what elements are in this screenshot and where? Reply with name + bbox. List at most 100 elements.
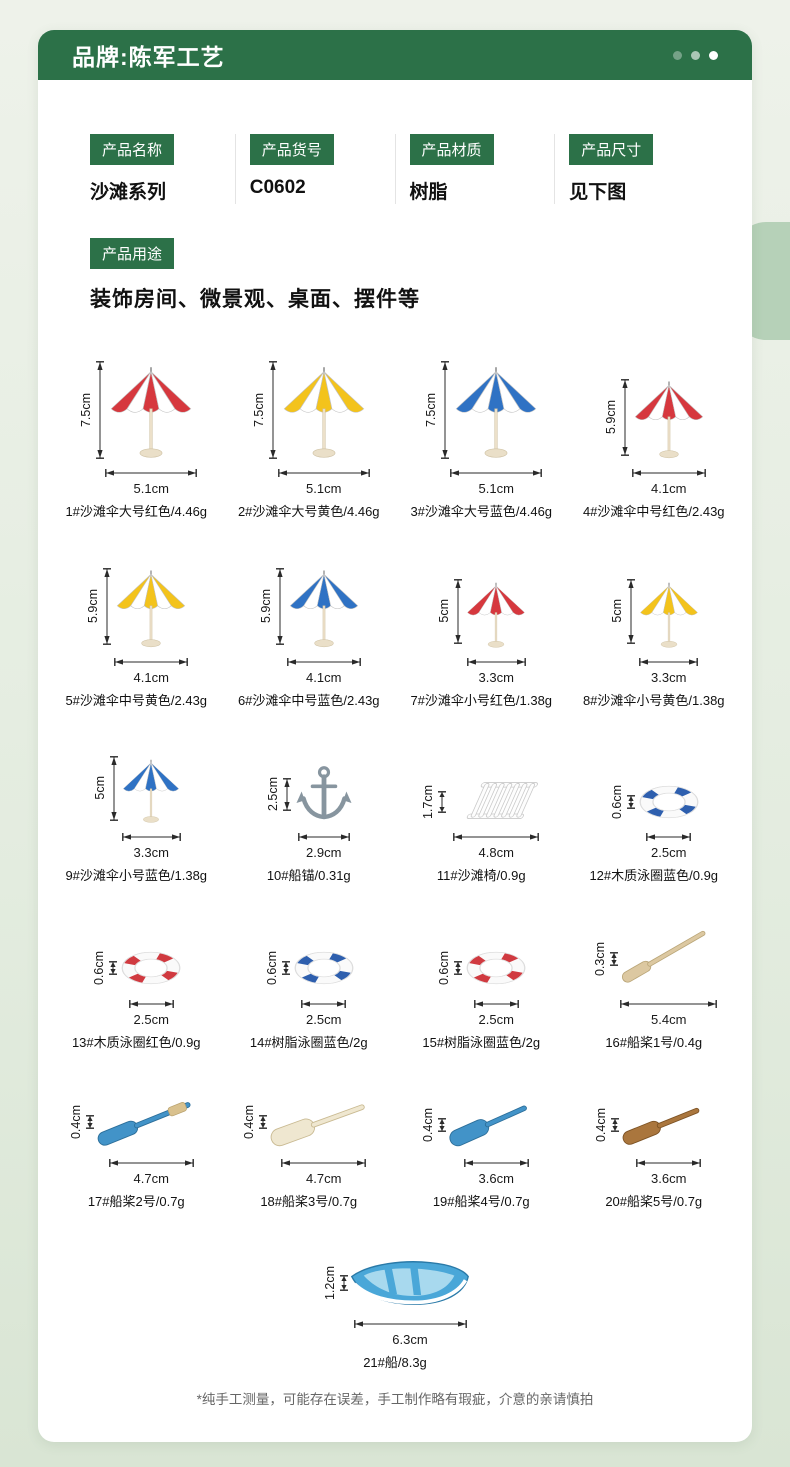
width-dimension: 5.1cm [277, 461, 370, 496]
width-label: 2.5cm [133, 1012, 169, 1027]
height-dimension: 7.5cm [420, 359, 450, 461]
width-label: 4.1cm [133, 670, 169, 685]
height-label: 0.6cm [92, 950, 107, 986]
height-label: 1.2cm [323, 1265, 337, 1301]
product-item: 0.3cm 5.4cm 16#船桨1号/0.4g [568, 926, 741, 1051]
info-label: 产品材质 [409, 134, 494, 165]
product-item: 0.6cm 2.5cm 14#树脂泳圈蓝色/2g [223, 926, 396, 1051]
width-arrow [121, 833, 181, 841]
info-field-name: 产品名称 沙滩系列 [76, 134, 235, 204]
width-arrow [463, 1159, 529, 1167]
product-item: 2.5cm 2.9cm 10#船锚/0.31g [223, 751, 396, 884]
product-name: 1#沙滩伞大号红色/4.46g [65, 504, 208, 519]
height-arrow [258, 1115, 267, 1129]
height-label: 7.5cm [251, 392, 266, 428]
height-label: 7.5cm [79, 392, 94, 428]
height-arrow [438, 791, 447, 813]
oar-plain-icon [619, 926, 719, 992]
product-name: 6#沙滩伞中号蓝色/2.43g [237, 693, 380, 708]
product-name: 21#船/8.3g [363, 1355, 427, 1370]
product-figure: 0.6cm 2.5cm [261, 944, 357, 1027]
umbrella-red-icon [463, 572, 529, 650]
width-label: 5.1cm [306, 481, 342, 496]
height-arrow [103, 567, 112, 645]
width-dimension: 2.5cm [636, 825, 702, 860]
width-label: 3.6cm [478, 1171, 514, 1186]
product-item: 5cm 3.3cm 8#沙滩伞小号黄色/1.38g [568, 562, 741, 709]
width-label: 2.5cm [306, 1012, 342, 1027]
width-arrow [453, 833, 540, 841]
height-dimension: 5cm [89, 751, 119, 825]
product-item: 7.5cm 5.1cm 3#沙滩伞大号蓝色/4.46g [395, 359, 568, 520]
width-dimension: 4.7cm [268, 1151, 380, 1186]
product-item: 5.9cm 4.1cm 6#沙滩伞中号蓝色/2.43g [223, 562, 396, 709]
product-figure: 5cm 3.3cm [433, 572, 529, 685]
width-label: 3.3cm [478, 670, 514, 685]
height-label: 0.4cm [593, 1107, 608, 1143]
width-label: 3.6cm [651, 1171, 687, 1186]
height-dimension: 0.4cm [590, 1099, 620, 1151]
umbrella-yellow-icon [278, 359, 370, 461]
info-field-size: 产品尺寸 见下图 [554, 134, 714, 204]
ring-blue-icon [291, 944, 357, 992]
height-label: 5.9cm [603, 399, 618, 435]
product-name: 16#船桨1号/0.4g [605, 1035, 703, 1050]
chair-icon [447, 779, 545, 825]
umbrella-red-icon [630, 373, 708, 461]
product-card: 品牌:陈军工艺 产品名称 沙滩系列 产品货号 C0602 产品材质 树脂 产品尺… [38, 30, 752, 1442]
product-name: 14#树脂泳圈蓝色/2g [249, 1035, 368, 1050]
product-name: 13#木质泳圈红色/0.9g [71, 1035, 201, 1050]
umbrella-yellow-icon [112, 562, 190, 650]
product-figure: 5.9cm 4.1cm [255, 562, 363, 685]
carousel-dots[interactable] [673, 50, 718, 60]
width-arrow [473, 1000, 519, 1008]
height-label: 0.6cm [609, 784, 624, 820]
width-arrow [301, 1000, 347, 1008]
product-name: 15#树脂泳圈蓝色/2g [422, 1035, 541, 1050]
width-arrow [286, 658, 361, 666]
width-label: 4.1cm [651, 481, 687, 496]
boat-row: 1.2cm 6.3cm 21#船/8.3g [38, 1254, 752, 1371]
width-arrow [639, 658, 699, 666]
info-label: 产品尺寸 [569, 134, 654, 165]
height-dimension: 2.5cm [262, 763, 292, 825]
oar-cream-icon [268, 1093, 380, 1151]
product-figure: 5cm 3.3cm [606, 572, 702, 685]
width-label: 4.7cm [306, 1171, 342, 1186]
product-name: 19#船桨4号/0.7g [432, 1194, 530, 1209]
product-item: 0.4cm 4.7cm 18#船桨3号/0.7g [223, 1093, 396, 1210]
width-dimension: 2.5cm [291, 992, 357, 1027]
width-dimension: 5.1cm [105, 461, 198, 496]
width-arrow [466, 658, 526, 666]
width-arrow [128, 1000, 174, 1008]
product-item: 5cm 3.3cm 9#沙滩伞小号蓝色/1.38g [50, 751, 223, 884]
product-figure: 5.9cm 4.1cm [82, 562, 190, 685]
width-arrow [114, 658, 189, 666]
width-label: 6.3cm [392, 1332, 428, 1347]
height-arrow [268, 361, 277, 459]
width-label: 3.3cm [133, 845, 169, 860]
product-figure: 0.4cm 3.6cm [417, 1099, 545, 1186]
width-arrow [108, 1159, 194, 1167]
width-arrow [631, 469, 706, 477]
height-dimension: 0.6cm [88, 944, 118, 992]
product-name: 17#船桨2号/0.7g [87, 1194, 185, 1209]
height-label: 0.6cm [264, 950, 279, 986]
carousel-dot[interactable] [691, 50, 700, 60]
height-arrow [110, 755, 119, 821]
height-dimension: 5cm [433, 572, 463, 650]
height-dimension: 1.7cm [417, 779, 447, 825]
product-figure: 5.9cm 4.1cm [600, 373, 708, 496]
height-arrow [340, 1275, 348, 1291]
product-item: 0.4cm 4.7cm 17#船桨2号/0.7g [50, 1093, 223, 1210]
ring-red-icon [118, 944, 184, 992]
height-label: 1.7cm [421, 784, 436, 820]
width-dimension: 3.6cm [447, 1151, 545, 1186]
info-field-material: 产品材质 树脂 [394, 134, 555, 204]
carousel-dot[interactable] [709, 50, 718, 60]
carousel-dot[interactable] [673, 50, 682, 60]
info-field-sku: 产品货号 C0602 [234, 134, 395, 204]
product-name: 7#沙滩伞小号红色/1.38g [410, 693, 553, 708]
height-arrow [454, 961, 463, 975]
